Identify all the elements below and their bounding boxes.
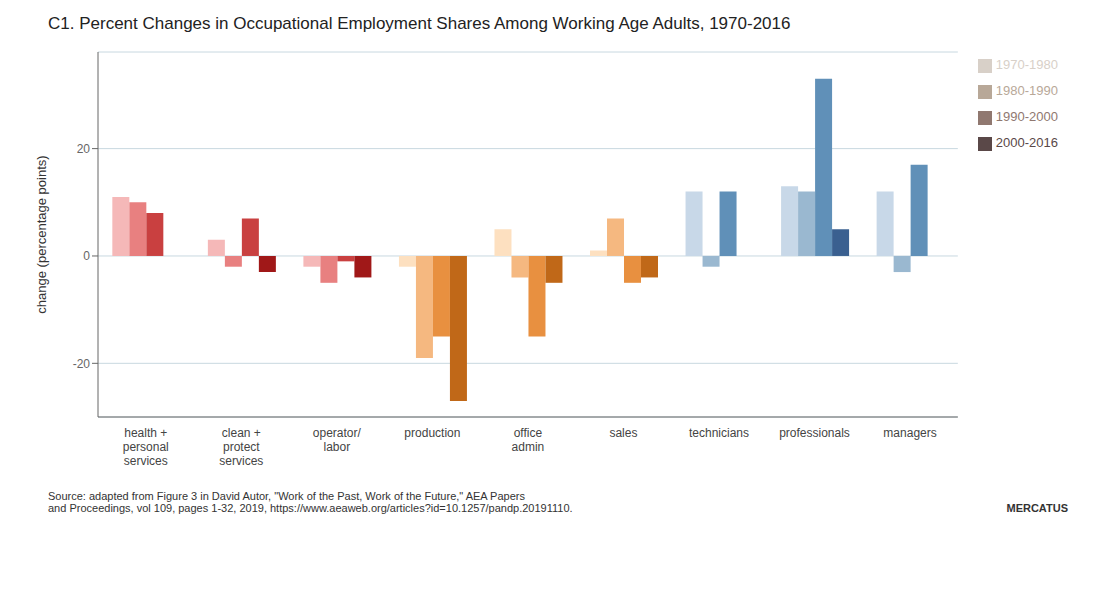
svg-text:clean +protectservices: clean +protectservices: [219, 426, 263, 468]
html-text:1990-2000: 1990-2000: [995, 109, 1058, 124]
svg-text:technicians: technicians: [689, 426, 749, 440]
svg-text:0: 0: [83, 249, 90, 263]
svg-text:sales: sales: [609, 426, 637, 440]
html-text:2000-2016: 2000-2016: [995, 135, 1058, 150]
svg-text:professionals: professionals: [779, 426, 850, 440]
html-text:MERCATUS: MERCATUS: [1006, 502, 1068, 514]
svg-text:officeadmin: officeadmin: [512, 426, 545, 454]
svg-text:managers: managers: [883, 426, 936, 440]
svg-text:-20: -20: [73, 357, 91, 371]
html-text:1980-1990: 1980-1990: [995, 83, 1058, 98]
svg-text:20: 20: [77, 142, 91, 156]
svg-text:operator/labor: operator/labor: [313, 426, 362, 454]
html-text:1970-1980: 1970-1980: [995, 57, 1058, 72]
html-text:C1. Percent Changes in Occupat: C1. Percent Changes in Occupational Empl…: [48, 14, 791, 33]
svg-text:production: production: [404, 426, 460, 440]
svg-text:change (percentage points): change (percentage points): [34, 155, 49, 313]
svg-text:health +personalservices: health +personalservices: [123, 426, 169, 468]
html-text:Source: adapted from Figure 3: Source: adapted from Figure 3 in David A…: [48, 490, 573, 514]
